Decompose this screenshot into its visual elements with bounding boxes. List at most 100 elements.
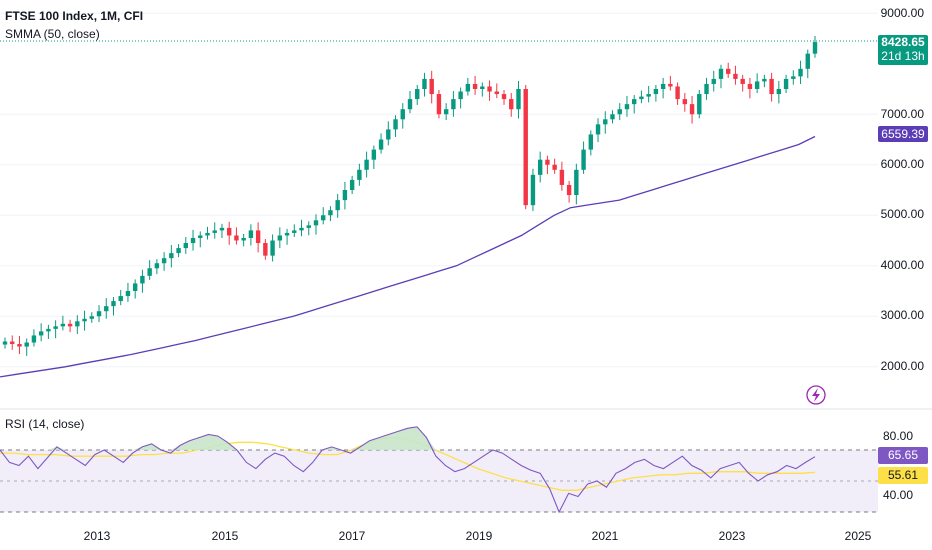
candle-body: [733, 73, 738, 79]
candle-body: [530, 174, 536, 206]
candle-body: [559, 169, 565, 185]
price-grid: [0, 12, 878, 368]
candle-body: [574, 169, 579, 196]
rsi-ma-value-tag: 55.61: [878, 467, 928, 484]
time-tick: 2023: [719, 529, 746, 543]
price-axis[interactable]: 9000.00 7000.00 6000.00 5000.00 4000.00 …: [881, 6, 925, 373]
candle-body: [400, 109, 405, 120]
rsi-legend[interactable]: RSI (14, close): [5, 417, 85, 431]
candle-body: [436, 94, 442, 115]
candle-body: [10, 341, 15, 345]
bar-countdown: 21d 13h: [881, 49, 925, 63]
candle-body: [812, 42, 818, 54]
candle-body: [270, 240, 275, 256]
rsi-value-tag: 65.65: [878, 447, 928, 464]
price-tick: 2000.00: [881, 359, 925, 373]
candle-body: [422, 78, 427, 89]
candle-body: [407, 99, 413, 110]
time-tick: 2025: [845, 529, 872, 543]
rsi-line: [0, 426, 816, 514]
candle-body: [451, 99, 456, 110]
candle-body: [248, 230, 254, 238]
candle-body: [342, 190, 348, 201]
candle-body: [255, 230, 261, 244]
rsi-band: [0, 450, 878, 512]
smma-legend[interactable]: SMMA (50, close): [5, 27, 100, 41]
price-tick: 4000.00: [881, 258, 925, 272]
candle-body: [234, 235, 239, 241]
rsi-axis[interactable]: 80.00 40.00: [883, 429, 913, 502]
price-tick: 9000.00: [881, 6, 925, 20]
candle-body: [241, 237, 246, 241]
time-axis[interactable]: 2013 2015 2017 2019 2021 2023 2025: [84, 529, 872, 543]
last-price-tag: 8428.65 21d 13h: [878, 35, 928, 65]
candle-body: [378, 139, 384, 150]
candle-body: [111, 301, 116, 307]
candle-body: [595, 124, 601, 135]
candle-body: [17, 344, 22, 347]
lightning-icon[interactable]: [806, 385, 826, 405]
candle-body: [89, 316, 94, 319]
candle-body: [176, 248, 181, 254]
candle-body: [2, 341, 8, 345]
candle-body: [321, 215, 326, 221]
candle-body: [472, 83, 478, 89]
candle-body: [226, 227, 232, 236]
candle-body: [263, 243, 268, 256]
candle-body: [675, 86, 680, 100]
candle-body: [711, 78, 716, 84]
candle-body: [198, 235, 203, 238]
candle-body: [313, 220, 319, 226]
candle-body: [443, 109, 449, 115]
candle-body: [190, 237, 196, 244]
candle-body: [501, 94, 507, 100]
candle-body: [75, 321, 80, 327]
time-tick: 2015: [212, 529, 239, 543]
candle-body: [140, 275, 145, 284]
candle-body: [31, 335, 37, 343]
candle-body: [60, 323, 66, 327]
candle-body: [96, 311, 102, 317]
candle-body: [740, 78, 745, 84]
candle-body: [24, 342, 29, 347]
candle-body: [545, 159, 550, 165]
candle-body: [125, 291, 131, 297]
candle-body: [660, 83, 666, 89]
rsi-overbought-fill: [0, 426, 815, 450]
candle-body: [487, 86, 492, 92]
candle-body: [335, 200, 340, 211]
candle-body: [704, 83, 709, 95]
candle-body: [798, 68, 803, 77]
candle-body: [393, 119, 398, 130]
candle-body: [118, 296, 123, 302]
candle-body: [617, 109, 622, 115]
candle-body: [754, 81, 760, 89]
time-tick: 2021: [592, 529, 619, 543]
time-tick: 2019: [466, 529, 493, 543]
candle-body: [682, 99, 688, 105]
smma-value-tag: 6559.39: [878, 126, 928, 142]
candle-body: [718, 68, 724, 79]
candle-body: [415, 89, 420, 100]
candle-body: [38, 331, 44, 336]
candle-body: [161, 258, 167, 264]
candle-body: [783, 78, 789, 89]
candle-body: [82, 318, 87, 322]
candle-body: [668, 83, 673, 87]
candle-body: [805, 53, 810, 69]
candle-body: [697, 94, 702, 115]
rsi-pane: [0, 426, 878, 514]
candle-body: [386, 129, 391, 140]
candle-body: [603, 119, 608, 125]
candle-body: [494, 91, 499, 95]
candle-body: [610, 114, 615, 120]
candle-body: [537, 159, 543, 175]
candle-body: [104, 306, 109, 312]
candle-body: [46, 328, 51, 332]
candle-body: [429, 78, 434, 95]
time-tick: 2013: [84, 529, 111, 543]
smma-line: [0, 135, 816, 378]
candle-body: [552, 164, 557, 170]
rsi-tick: 40.00: [883, 488, 913, 502]
